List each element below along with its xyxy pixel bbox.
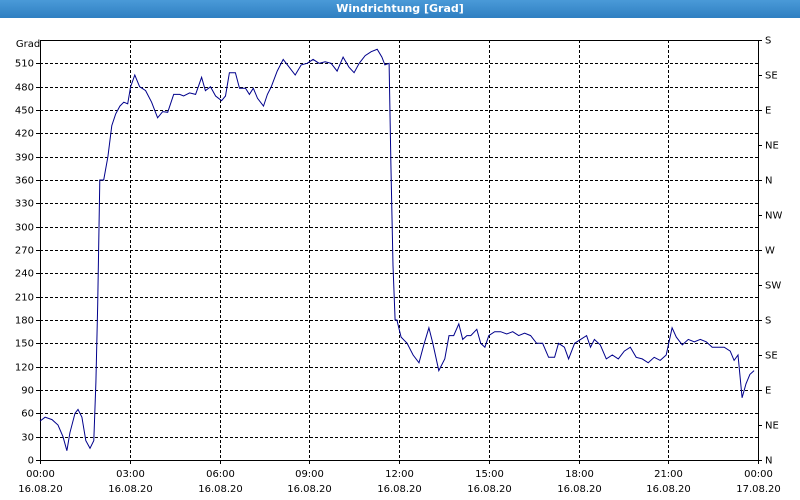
x-tick-date: 16.08.20 xyxy=(377,484,422,495)
y2-tick-label: SE xyxy=(765,71,778,82)
x-tick-label: 18:00 xyxy=(565,469,594,480)
x-tick-date: 16.08.20 xyxy=(557,484,602,495)
y2-tick-label: E xyxy=(765,106,771,117)
y2-tick-label: SW xyxy=(765,281,781,292)
title-bar: Windrichtung [Grad] xyxy=(0,0,800,18)
y-tick-label: 0 xyxy=(28,456,34,467)
y-tick-label: 270 xyxy=(15,246,34,257)
x-tick-date: 16.08.20 xyxy=(18,484,63,495)
y-tick-label: 90 xyxy=(21,386,34,397)
x-tick-label: 00:00 xyxy=(26,469,55,480)
y-tick-label: 510 xyxy=(15,59,34,70)
x-tick-label: 00:00 xyxy=(744,469,773,480)
y-tick-label: 420 xyxy=(15,129,34,140)
y-tick-label: 450 xyxy=(15,106,34,117)
y2-tick-label: NE xyxy=(765,141,779,152)
y-tick-label: 30 xyxy=(21,433,34,444)
y-tick-label: 240 xyxy=(15,269,34,280)
x-tick-label: 21:00 xyxy=(654,469,683,480)
y-tick-label: 360 xyxy=(15,176,34,187)
x-tick-date: 16.08.20 xyxy=(108,484,153,495)
y-axis-label: Grad xyxy=(16,39,40,50)
x-tick-date: 16.08.20 xyxy=(198,484,243,495)
y-tick-label: 300 xyxy=(15,223,34,234)
background xyxy=(0,18,800,500)
y-tick-label: 60 xyxy=(21,409,34,420)
x-tick-label: 06:00 xyxy=(206,469,235,480)
x-tick-label: 03:00 xyxy=(116,469,145,480)
y2-tick-label: NW xyxy=(765,211,782,222)
data-line xyxy=(39,48,755,451)
y-tick-label: 120 xyxy=(15,363,34,374)
y-tick-label: 150 xyxy=(15,339,34,350)
y-tick-label: 210 xyxy=(15,293,34,304)
x-tick-label: 09:00 xyxy=(295,469,324,480)
x-tick-label: 12:00 xyxy=(385,469,414,480)
y2-tick-label: E xyxy=(765,386,771,397)
y2-tick-label: S xyxy=(765,316,771,327)
x-tick-date: 16.08.20 xyxy=(646,484,691,495)
y-tick-label: 480 xyxy=(15,83,34,94)
chart: Grad 0 30 60 90 120 150 180 210 240 270 300 330 360 3… xyxy=(0,18,800,500)
y-tick-label: 180 xyxy=(15,316,34,327)
y2-tick-label: W xyxy=(765,246,775,257)
x-tick-date: 16.08.20 xyxy=(287,484,332,495)
x-tick-date: 16.08.20 xyxy=(467,484,512,495)
y2-tick-label: N xyxy=(765,456,772,467)
x-tick-date: 17.08.20 xyxy=(736,484,781,495)
x-tick-label: 15:00 xyxy=(475,469,504,480)
y2-tick-label: N xyxy=(765,176,772,187)
y2-tick-label: NE xyxy=(765,421,779,432)
y2-tick-label: S xyxy=(765,36,771,47)
plot-frame xyxy=(40,40,759,461)
y-tick-label: 330 xyxy=(15,199,34,210)
y2-tick-label: SE xyxy=(765,351,778,362)
y-tick-label: 390 xyxy=(15,153,34,164)
